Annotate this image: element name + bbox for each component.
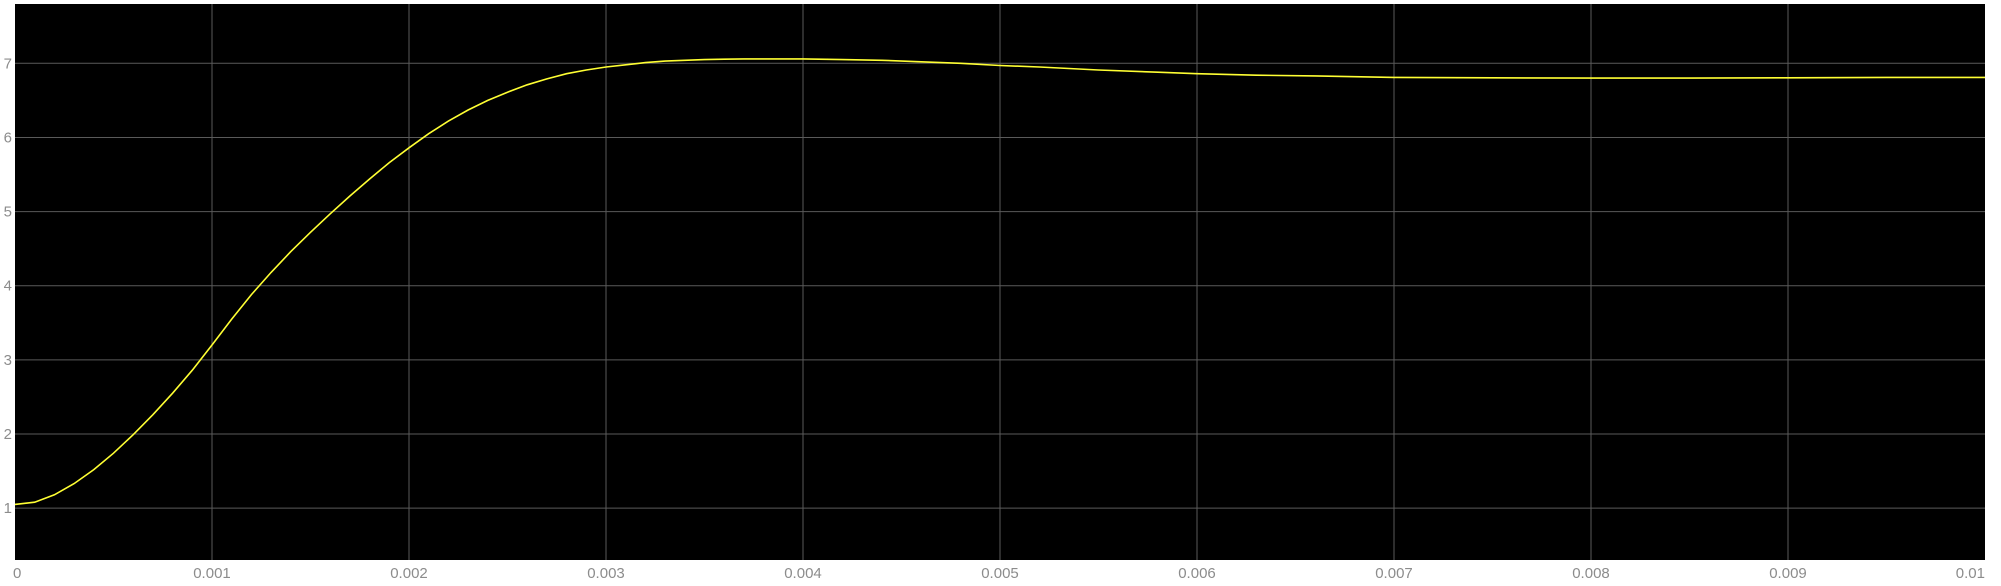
x-tick-label: 0.01 xyxy=(1956,565,1985,582)
x-tick-label: 0.007 xyxy=(1375,565,1413,582)
x-tick-label: 0.003 xyxy=(587,565,625,582)
x-tick-label: 0 xyxy=(13,565,21,582)
y-axis-ticks: 1 2 3 4 5 6 7 xyxy=(4,55,12,517)
grid-lines xyxy=(15,4,1985,560)
y-tick-label: 6 xyxy=(4,129,12,146)
x-tick-label: 0.008 xyxy=(1572,565,1610,582)
y-tick-label: 7 xyxy=(4,55,12,72)
y-tick-label: 1 xyxy=(4,500,12,517)
y-tick-label: 2 xyxy=(4,426,12,443)
x-axis-ticks: 0 0.001 0.002 0.003 0.004 0.005 0.006 0.007 0.00… xyxy=(13,565,1985,582)
x-tick-label: 0.009 xyxy=(1769,565,1807,582)
y-tick-label: 5 xyxy=(4,204,12,221)
x-tick-label: 0.006 xyxy=(1178,565,1216,582)
y-tick-label: 3 xyxy=(4,352,12,369)
x-tick-label: 0.001 xyxy=(193,565,231,582)
y-tick-label: 4 xyxy=(4,278,12,295)
x-tick-label: 0.002 xyxy=(390,565,428,582)
series-line xyxy=(14,58,1985,506)
x-tick-label: 0.004 xyxy=(784,565,822,582)
x-tick-label: 0.005 xyxy=(981,565,1019,582)
